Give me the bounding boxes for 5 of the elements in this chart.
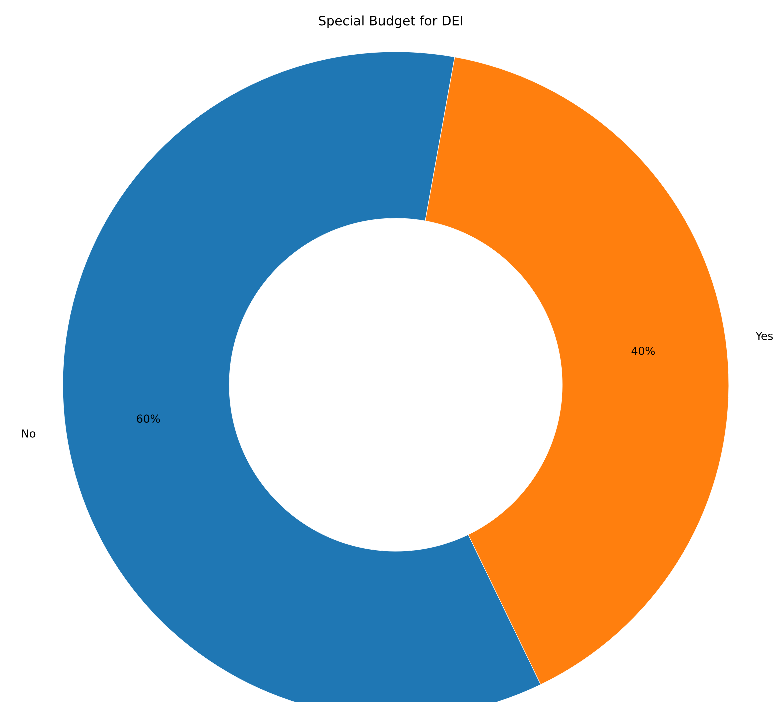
data-label: 40% [632, 346, 656, 356]
data-label: 60% [137, 414, 160, 424]
slice-label: Yes [756, 332, 773, 340]
slice-label: No [22, 430, 36, 438]
chart-title: Special Budget for DEI [319, 16, 462, 28]
